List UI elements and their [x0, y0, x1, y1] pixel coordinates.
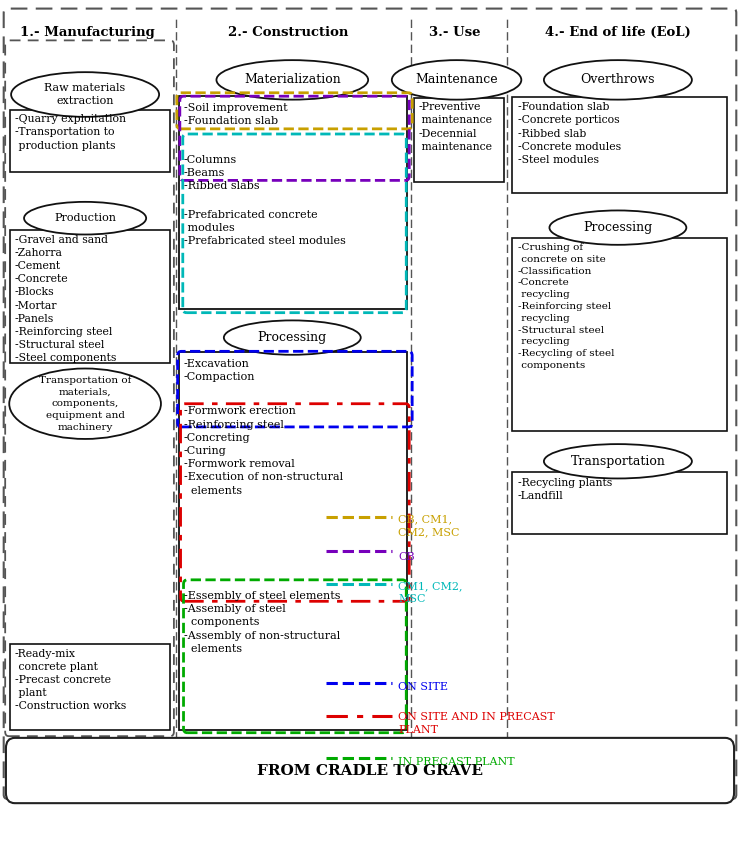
Text: Overthrows: Overthrows: [581, 73, 655, 87]
Text: -Columns
-Beams
-Ribbed slabs: -Columns -Beams -Ribbed slabs: [184, 155, 259, 191]
Ellipse shape: [10, 369, 161, 439]
FancyBboxPatch shape: [414, 98, 504, 182]
Text: 4.- End of life (EoL): 4.- End of life (EoL): [545, 26, 690, 40]
Text: 2.- Construction: 2.- Construction: [229, 26, 349, 40]
FancyBboxPatch shape: [512, 472, 727, 534]
FancyBboxPatch shape: [4, 9, 736, 799]
Text: -Preventive
 maintenance
-Decennial
 maintenance: -Preventive maintenance -Decennial maint…: [418, 102, 492, 152]
Text: ON SITE AND IN PRECAST
PLANT: ON SITE AND IN PRECAST PLANT: [398, 711, 555, 735]
Text: -Crushing of
 concrete on site
-Classification
-Concrete
 recycling
-Reinforcing: -Crushing of concrete on site -Classific…: [518, 243, 614, 370]
Text: Transportation of
materials,
components,
equipment and
machinery: Transportation of materials, components,…: [39, 375, 131, 432]
Text: -Ready-mix
 concrete plant
-Precast concrete
 plant
-Construction works: -Ready-mix concrete plant -Precast concr…: [15, 649, 126, 711]
Text: Transportation: Transportation: [571, 454, 665, 468]
Text: Production: Production: [54, 213, 116, 223]
Text: -Essembly of steel elements
-Assembly of steel
  components
-Assembly of non-str: -Essembly of steel elements -Assembly of…: [184, 591, 340, 654]
Text: -Gravel and sand
-Zahorra
-Cement
-Concrete
-Blocks
-Mortar
-Panels
-Reinforcing: -Gravel and sand -Zahorra -Cement -Concr…: [15, 235, 116, 363]
Text: Processing: Processing: [583, 221, 653, 235]
Text: -Formwork erection
-Reinforcing steel
-Concreting
-Curing
-Formwork removal
-Exe: -Formwork erection -Reinforcing steel -C…: [184, 406, 343, 496]
FancyBboxPatch shape: [512, 238, 727, 431]
Text: 1.- Manufacturing: 1.- Manufacturing: [20, 26, 155, 40]
FancyBboxPatch shape: [10, 230, 170, 363]
Text: IN PRECAST PLANT: IN PRECAST PLANT: [398, 757, 515, 767]
Ellipse shape: [549, 210, 687, 245]
Text: FROM CRADLE TO GRAVE: FROM CRADLE TO GRAVE: [257, 764, 483, 777]
Ellipse shape: [544, 60, 692, 100]
Text: CB: CB: [398, 551, 414, 562]
Text: -Quarry exploitation
-Transportation to
 production plants: -Quarry exploitation -Transportation to …: [15, 114, 126, 150]
Ellipse shape: [217, 60, 369, 100]
FancyBboxPatch shape: [179, 352, 407, 730]
Ellipse shape: [224, 320, 361, 355]
Text: 3.- Use: 3.- Use: [429, 26, 481, 40]
FancyBboxPatch shape: [6, 738, 734, 803]
Text: -Prefabricated concrete
 modules
-Prefabricated steel modules: -Prefabricated concrete modules -Prefabr…: [184, 210, 346, 246]
Ellipse shape: [24, 202, 147, 235]
Ellipse shape: [392, 60, 521, 100]
FancyBboxPatch shape: [512, 97, 727, 193]
Ellipse shape: [544, 444, 692, 478]
Text: -Soil improvement
-Foundation slab: -Soil improvement -Foundation slab: [184, 103, 287, 126]
Text: CB, CM1,
CM2, MSC: CB, CM1, CM2, MSC: [398, 514, 460, 538]
FancyBboxPatch shape: [179, 96, 407, 309]
Text: Maintenance: Maintenance: [415, 73, 498, 87]
Ellipse shape: [11, 72, 159, 117]
FancyBboxPatch shape: [10, 110, 170, 172]
Text: Processing: Processing: [258, 331, 327, 344]
Text: ON SITE: ON SITE: [398, 682, 448, 692]
Text: Materialization: Materialization: [244, 73, 340, 87]
Text: -Recycling plants
-Landfill: -Recycling plants -Landfill: [518, 478, 612, 501]
Text: CM1, CM2,
MSC: CM1, CM2, MSC: [398, 581, 462, 605]
FancyBboxPatch shape: [10, 644, 170, 730]
Text: -Foundation slab
-Concrete porticos
-Ribbed slab
-Concrete modules
-Steel module: -Foundation slab -Concrete porticos -Rib…: [518, 102, 621, 165]
Text: -Excavation
-Compaction: -Excavation -Compaction: [184, 359, 255, 382]
Text: Raw materials
extraction: Raw materials extraction: [44, 82, 126, 107]
